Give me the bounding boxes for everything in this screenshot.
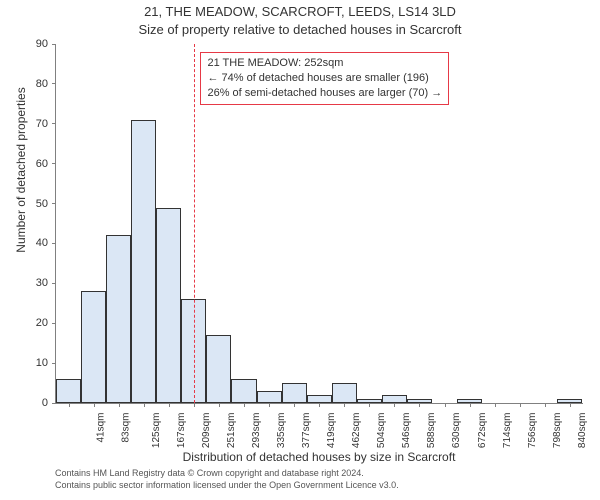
x-tick-mark <box>244 403 245 407</box>
histogram-bar <box>332 383 357 403</box>
y-tick-label: 30 <box>8 277 48 289</box>
x-tick-mark <box>144 403 145 407</box>
histogram-bar <box>56 379 81 403</box>
y-tick-mark <box>52 403 56 404</box>
x-tick-mark <box>394 403 395 407</box>
y-tick-mark <box>52 323 56 324</box>
histogram-bar <box>156 208 181 403</box>
annotation-box: 21 THE MEADOW: 252sqm ← 74% of detached … <box>200 52 449 105</box>
x-tick-label: 251sqm <box>226 413 237 449</box>
y-tick-label: 80 <box>8 78 48 90</box>
annotation-line-2: ← 74% of detached houses are smaller (19… <box>207 71 442 86</box>
x-tick-label: 167sqm <box>176 413 187 449</box>
x-tick-mark <box>319 403 320 407</box>
x-tick-mark <box>344 403 345 407</box>
reference-line <box>194 44 195 403</box>
y-tick-label: 20 <box>8 317 48 329</box>
x-tick-mark <box>294 403 295 407</box>
y-axis-label: Number of detached properties <box>14 20 28 320</box>
x-tick-mark <box>495 403 496 407</box>
x-tick-label: 546sqm <box>401 413 412 449</box>
x-tick-mark <box>69 403 70 407</box>
chart-container: 21, THE MEADOW, SCARCROFT, LEEDS, LS14 3… <box>0 0 600 500</box>
x-tick-mark <box>520 403 521 407</box>
footer-attribution: Contains HM Land Registry data © Crown c… <box>55 468 588 491</box>
histogram-bar <box>131 120 156 403</box>
y-tick-label: 40 <box>8 237 48 249</box>
chart-subtitle: Size of property relative to detached ho… <box>0 22 600 37</box>
x-axis-label: Distribution of detached houses by size … <box>55 450 583 464</box>
x-tick-label: 41sqm <box>95 413 106 443</box>
x-tick-mark <box>545 403 546 407</box>
annotation-line-3: 26% of semi-detached houses are larger (… <box>207 86 442 101</box>
footer-line-1: Contains HM Land Registry data © Crown c… <box>55 468 588 480</box>
histogram-bar <box>206 335 231 403</box>
y-tick-mark <box>52 123 56 124</box>
x-tick-mark <box>269 403 270 407</box>
x-tick-mark <box>570 403 571 407</box>
x-tick-label: 714sqm <box>502 413 513 449</box>
x-tick-label: 672sqm <box>477 413 488 449</box>
histogram-bar <box>231 379 256 403</box>
chart-supertitle: 21, THE MEADOW, SCARCROFT, LEEDS, LS14 3… <box>0 4 600 19</box>
histogram-bar <box>106 235 131 403</box>
y-tick-mark <box>52 203 56 204</box>
y-tick-mark <box>52 83 56 84</box>
x-tick-label: 630sqm <box>452 413 463 449</box>
y-tick-mark <box>52 363 56 364</box>
x-tick-label: 209sqm <box>201 413 212 449</box>
x-tick-mark <box>219 403 220 407</box>
y-tick-mark <box>52 44 56 45</box>
y-tick-mark <box>52 163 56 164</box>
x-tick-label: 419sqm <box>326 413 337 449</box>
x-tick-label: 588sqm <box>426 413 437 449</box>
histogram-bar <box>282 383 307 403</box>
y-tick-label: 10 <box>8 357 48 369</box>
y-tick-label: 90 <box>8 38 48 50</box>
x-tick-label: 756sqm <box>527 413 538 449</box>
x-tick-mark <box>369 403 370 407</box>
x-tick-label: 462sqm <box>351 413 362 449</box>
y-tick-label: 70 <box>8 118 48 130</box>
y-tick-label: 60 <box>8 158 48 170</box>
histogram-bar <box>257 391 282 403</box>
footer-line-2: Contains public sector information licen… <box>55 480 588 492</box>
x-tick-mark <box>119 403 120 407</box>
plot-area: 21 THE MEADOW: 252sqm ← 74% of detached … <box>55 44 583 404</box>
x-tick-mark <box>94 403 95 407</box>
x-tick-label: 798sqm <box>552 413 563 449</box>
y-tick-mark <box>52 243 56 244</box>
x-tick-label: 335sqm <box>276 413 287 449</box>
x-tick-label: 840sqm <box>577 413 588 449</box>
y-tick-label: 50 <box>8 198 48 210</box>
x-tick-mark <box>470 403 471 407</box>
y-tick-mark <box>52 283 56 284</box>
x-tick-mark <box>419 403 420 407</box>
x-tick-label: 504sqm <box>376 413 387 449</box>
histogram-bar <box>81 291 106 403</box>
x-tick-mark <box>169 403 170 407</box>
x-tick-label: 125sqm <box>151 413 162 449</box>
x-tick-label: 293sqm <box>251 413 262 449</box>
annotation-line-1: 21 THE MEADOW: 252sqm <box>207 56 442 71</box>
y-tick-label: 0 <box>8 397 48 409</box>
histogram-bar <box>307 395 332 403</box>
x-tick-label: 83sqm <box>120 413 131 443</box>
x-tick-mark <box>445 403 446 407</box>
x-tick-mark <box>194 403 195 407</box>
x-tick-label: 377sqm <box>301 413 312 449</box>
histogram-bar <box>382 395 407 403</box>
